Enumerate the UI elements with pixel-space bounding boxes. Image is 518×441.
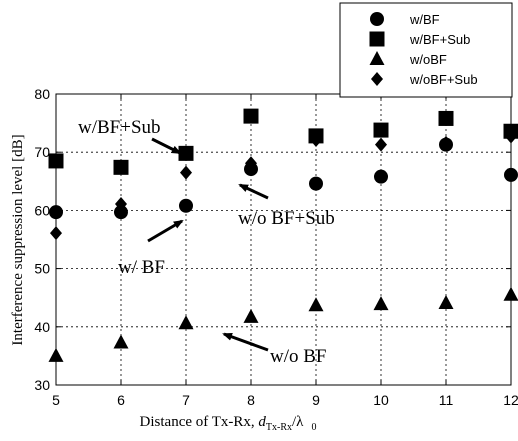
point-diamond-5 — [50, 226, 62, 241]
point-diamond-12 — [505, 129, 517, 144]
point-triangle-9 — [308, 297, 324, 312]
tick-marks — [55, 93, 512, 386]
x-tick-label-10: 10 — [373, 392, 389, 408]
annotation-arrow-w-bf — [147, 219, 184, 243]
point-square-11 — [438, 110, 454, 126]
annotation-arrow-w-o-bf-sub — [238, 183, 269, 200]
point-circle-6 — [114, 205, 128, 220]
y-tick-label-50: 50 — [34, 261, 50, 277]
x-tick-label-6: 6 — [117, 392, 125, 408]
legend-label-circle: w/BF — [409, 12, 440, 27]
x-axis-title-prefix: Distance of Tx-Rx, — [140, 414, 259, 430]
legend-label-triangle: w/oBF — [409, 52, 447, 67]
legend-marker-square — [369, 31, 385, 47]
point-triangle-11 — [438, 294, 454, 309]
point-diamond-8 — [245, 156, 257, 171]
legend-label-diamond: w/oBF+Sub — [409, 72, 478, 87]
point-diamond-10 — [375, 137, 387, 152]
y-tick-labels: 30 40 50 60 70 80 — [34, 86, 50, 393]
legend-label-square: w/BF+Sub — [409, 32, 470, 47]
point-triangle-10 — [373, 296, 389, 311]
annotation-w-bf-sub: w/BF+Sub — [78, 117, 161, 138]
annotations: w/BF+Sub w/ BF w/o BF+Sub w/o BF — [78, 117, 335, 367]
point-diamond-11 — [440, 135, 452, 150]
y-tick-label-40: 40 — [34, 319, 50, 335]
legend-marker-triangle — [369, 51, 385, 65]
point-circle-10 — [374, 169, 388, 184]
x-axis-title-mid: /λ — [292, 414, 304, 430]
annotation-w-bf: w/ BF — [118, 257, 165, 278]
legend-marker-diamond — [371, 72, 383, 86]
x-axis-title-sub2: 0 — [311, 422, 316, 433]
legend: w/BF w/BF+Sub w/oBF w/oBF+Sub — [339, 2, 513, 98]
point-triangle-7 — [178, 315, 194, 330]
legend-box — [339, 2, 513, 98]
point-triangle-12 — [503, 286, 518, 301]
point-square-7 — [178, 145, 194, 161]
y-tick-label-80: 80 — [34, 86, 50, 102]
legend-marker-circle — [370, 12, 384, 26]
point-triangle-8 — [243, 308, 259, 323]
point-diamond-7 — [180, 165, 192, 180]
y-tick-label-60: 60 — [34, 202, 50, 218]
grid — [56, 94, 511, 385]
point-circle-12 — [504, 167, 518, 182]
y-axis-title: Interference suppression level [dB] — [10, 134, 26, 345]
point-diamond-6 — [115, 196, 127, 211]
x-tick-label-7: 7 — [182, 392, 190, 408]
x-axis-title-sub: Tx-Rx — [266, 422, 292, 433]
x-tick-label-12: 12 — [503, 392, 518, 408]
point-triangle-5 — [48, 347, 64, 362]
point-circle-5 — [49, 205, 63, 220]
x-tick-labels: 5 6 7 8 9 10 11 12 — [52, 392, 518, 408]
x-tick-label-11: 11 — [439, 392, 454, 408]
point-triangle-6 — [113, 334, 129, 349]
data-points — [48, 108, 518, 362]
x-axis-title-var: d — [258, 414, 266, 430]
point-square-8 — [243, 108, 259, 124]
point-square-5 — [48, 153, 64, 169]
x-axis-title: Distance of Tx-Rx, dTx-Rx/λ 0 — [140, 414, 317, 433]
x-tick-label-9: 9 — [312, 392, 320, 408]
annotation-arrow-w-bf-sub — [151, 137, 182, 155]
annotation-w-o-bf: w/o BF — [270, 346, 327, 367]
x-tick-label-5: 5 — [52, 392, 60, 408]
point-square-10 — [373, 122, 389, 138]
x-tick-label-8: 8 — [247, 392, 255, 408]
annotation-w-o-bf-sub: w/o BF+Sub — [238, 208, 335, 229]
point-diamond-9 — [310, 132, 322, 147]
y-tick-label-30: 30 — [34, 377, 50, 393]
point-circle-7 — [179, 198, 193, 213]
point-square-6 — [113, 159, 129, 175]
annotation-arrow-w-o-bf — [222, 332, 269, 352]
y-tick-label-70: 70 — [34, 144, 50, 160]
point-circle-9 — [309, 176, 323, 191]
